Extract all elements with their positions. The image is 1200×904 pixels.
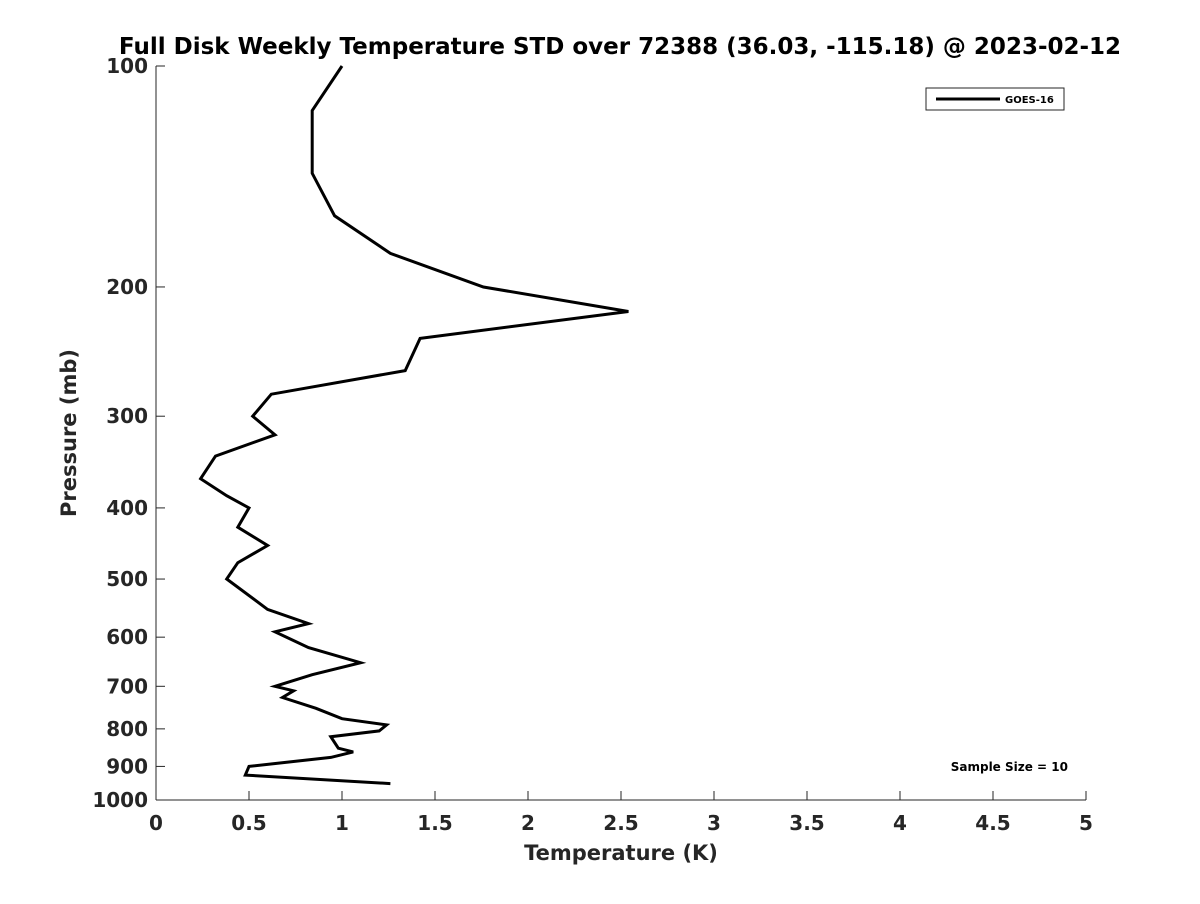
sample-size-annotation: Sample Size = 10 <box>951 760 1068 774</box>
y-tick-label: 300 <box>106 404 148 428</box>
series-lines <box>198 65 629 786</box>
y-tick-label: 1000 <box>92 788 148 812</box>
legend-entry-label: GOES-16 <box>1005 95 1054 106</box>
x-tick-label: 3 <box>707 811 721 835</box>
chart-title: Full Disk Weekly Temperature STD over 72… <box>119 34 1121 60</box>
x-tick-label: 4 <box>893 811 907 835</box>
x-tick-label: 1.5 <box>417 811 452 835</box>
x-tick-label: 4.5 <box>975 811 1010 835</box>
x-axis-label: Temperature (K) <box>524 841 718 865</box>
y-tick-label: 900 <box>106 754 148 778</box>
y-axis-label: Pressure (mb) <box>57 349 81 517</box>
y-tick-label: 100 <box>106 54 148 78</box>
x-tick-label: 2 <box>521 811 535 835</box>
y-tick-label: 200 <box>106 275 148 299</box>
y-ticks: 100 200 300 400 500 600 700 800 900 1000 <box>92 54 165 812</box>
x-tick-label: 0 <box>149 811 163 835</box>
x-tick-label: 2.5 <box>603 811 638 835</box>
x-tick-label: 1 <box>335 811 349 835</box>
y-tick-label: 800 <box>106 717 148 741</box>
y-tick-label: 700 <box>106 674 148 698</box>
legend: GOES-16 <box>925 87 1065 111</box>
x-tick-label: 5 <box>1079 811 1093 835</box>
y-tick-label: 500 <box>106 567 148 591</box>
series-line-goes-16 <box>198 65 629 786</box>
x-ticks: 0 0.5 1 1.5 2 2.5 3 3.5 4 4.5 5 <box>149 791 1093 835</box>
x-tick-label: 0.5 <box>231 811 266 835</box>
x-tick-label: 3.5 <box>789 811 824 835</box>
y-tick-label: 400 <box>106 496 148 520</box>
y-tick-label: 600 <box>106 625 148 649</box>
